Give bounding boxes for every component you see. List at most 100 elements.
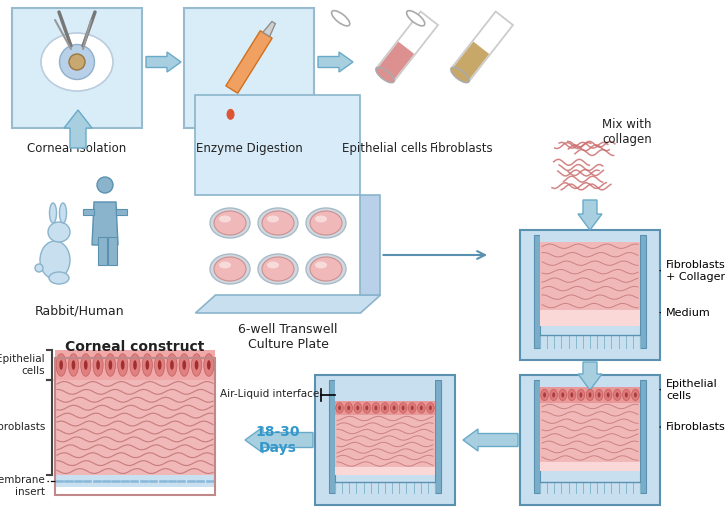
Ellipse shape	[384, 406, 386, 410]
Bar	[540, 235, 640, 242]
Ellipse shape	[315, 215, 327, 222]
Ellipse shape	[214, 211, 246, 235]
Bar	[335, 380, 435, 401]
Ellipse shape	[451, 67, 469, 82]
Ellipse shape	[56, 354, 66, 376]
Ellipse shape	[552, 392, 555, 398]
Ellipse shape	[117, 354, 128, 376]
Ellipse shape	[226, 109, 235, 120]
Ellipse shape	[381, 403, 389, 413]
Text: Corneal construct: Corneal construct	[65, 340, 204, 354]
Ellipse shape	[336, 403, 344, 413]
Ellipse shape	[80, 354, 91, 376]
Bar	[83, 209, 94, 215]
Bar	[540, 380, 640, 387]
Ellipse shape	[207, 360, 211, 370]
Bar	[55, 350, 215, 380]
Text: Medium: Medium	[660, 307, 710, 318]
Ellipse shape	[96, 360, 100, 370]
Ellipse shape	[59, 203, 67, 223]
Ellipse shape	[420, 406, 423, 410]
Polygon shape	[476, 16, 509, 52]
Ellipse shape	[605, 389, 612, 401]
Ellipse shape	[402, 406, 405, 410]
Bar	[540, 403, 640, 462]
Bar	[196, 95, 360, 195]
Ellipse shape	[338, 406, 341, 410]
Ellipse shape	[258, 254, 298, 284]
Bar	[520, 375, 660, 505]
Ellipse shape	[48, 222, 70, 242]
Ellipse shape	[69, 54, 85, 70]
Ellipse shape	[407, 11, 425, 26]
Ellipse shape	[347, 406, 350, 410]
Ellipse shape	[374, 406, 378, 410]
Bar	[116, 209, 127, 215]
Ellipse shape	[613, 389, 621, 401]
Bar	[640, 380, 646, 493]
Ellipse shape	[219, 262, 231, 269]
Ellipse shape	[179, 354, 189, 376]
Ellipse shape	[589, 392, 592, 398]
Ellipse shape	[393, 406, 396, 410]
Ellipse shape	[84, 360, 88, 370]
Ellipse shape	[210, 208, 250, 238]
FancyArrow shape	[64, 110, 92, 148]
Ellipse shape	[258, 208, 298, 238]
Ellipse shape	[408, 403, 416, 413]
Bar	[55, 475, 215, 487]
Ellipse shape	[72, 360, 75, 370]
FancyArrow shape	[146, 52, 181, 72]
Ellipse shape	[306, 254, 346, 284]
Ellipse shape	[631, 389, 639, 401]
Text: Epithelial
cells: Epithelial cells	[660, 379, 718, 401]
Bar	[540, 462, 640, 471]
Ellipse shape	[399, 403, 407, 413]
Ellipse shape	[331, 11, 349, 26]
Ellipse shape	[579, 392, 582, 398]
Ellipse shape	[183, 360, 186, 370]
Bar	[520, 230, 660, 360]
Polygon shape	[226, 31, 272, 93]
Ellipse shape	[191, 354, 202, 376]
Ellipse shape	[376, 67, 394, 82]
Bar	[55, 358, 215, 495]
Text: Enzyme Digestion: Enzyme Digestion	[196, 142, 302, 155]
Ellipse shape	[356, 406, 359, 410]
Ellipse shape	[41, 33, 113, 91]
Ellipse shape	[616, 392, 618, 398]
Ellipse shape	[262, 257, 294, 281]
Bar	[55, 380, 215, 475]
Ellipse shape	[625, 392, 628, 398]
Ellipse shape	[365, 406, 368, 410]
Ellipse shape	[210, 254, 250, 284]
Polygon shape	[377, 42, 414, 81]
Text: Membrane
insert: Membrane insert	[0, 475, 45, 497]
Ellipse shape	[158, 360, 162, 370]
Ellipse shape	[49, 203, 57, 223]
Ellipse shape	[40, 241, 70, 279]
Bar	[534, 380, 540, 493]
Ellipse shape	[550, 389, 558, 401]
Ellipse shape	[121, 360, 125, 370]
Text: Fibroblasts
+ Collagen: Fibroblasts + Collagen	[660, 260, 725, 281]
FancyArrow shape	[578, 200, 602, 230]
Ellipse shape	[363, 403, 370, 413]
Text: Mix with
collagen: Mix with collagen	[602, 118, 652, 146]
Text: Epithelial cells: Epithelial cells	[342, 142, 428, 155]
Ellipse shape	[310, 257, 342, 281]
Text: Fibroblasts: Fibroblasts	[430, 142, 494, 155]
Ellipse shape	[541, 389, 548, 401]
Ellipse shape	[133, 360, 137, 370]
Ellipse shape	[310, 211, 342, 235]
FancyArrow shape	[245, 427, 313, 453]
Polygon shape	[400, 16, 434, 52]
Ellipse shape	[59, 44, 94, 79]
Text: Corneal Isolation: Corneal Isolation	[28, 142, 127, 155]
Ellipse shape	[93, 354, 103, 376]
Ellipse shape	[571, 392, 573, 398]
Ellipse shape	[577, 389, 585, 401]
Ellipse shape	[154, 354, 165, 376]
Polygon shape	[196, 295, 381, 313]
Ellipse shape	[429, 406, 432, 410]
